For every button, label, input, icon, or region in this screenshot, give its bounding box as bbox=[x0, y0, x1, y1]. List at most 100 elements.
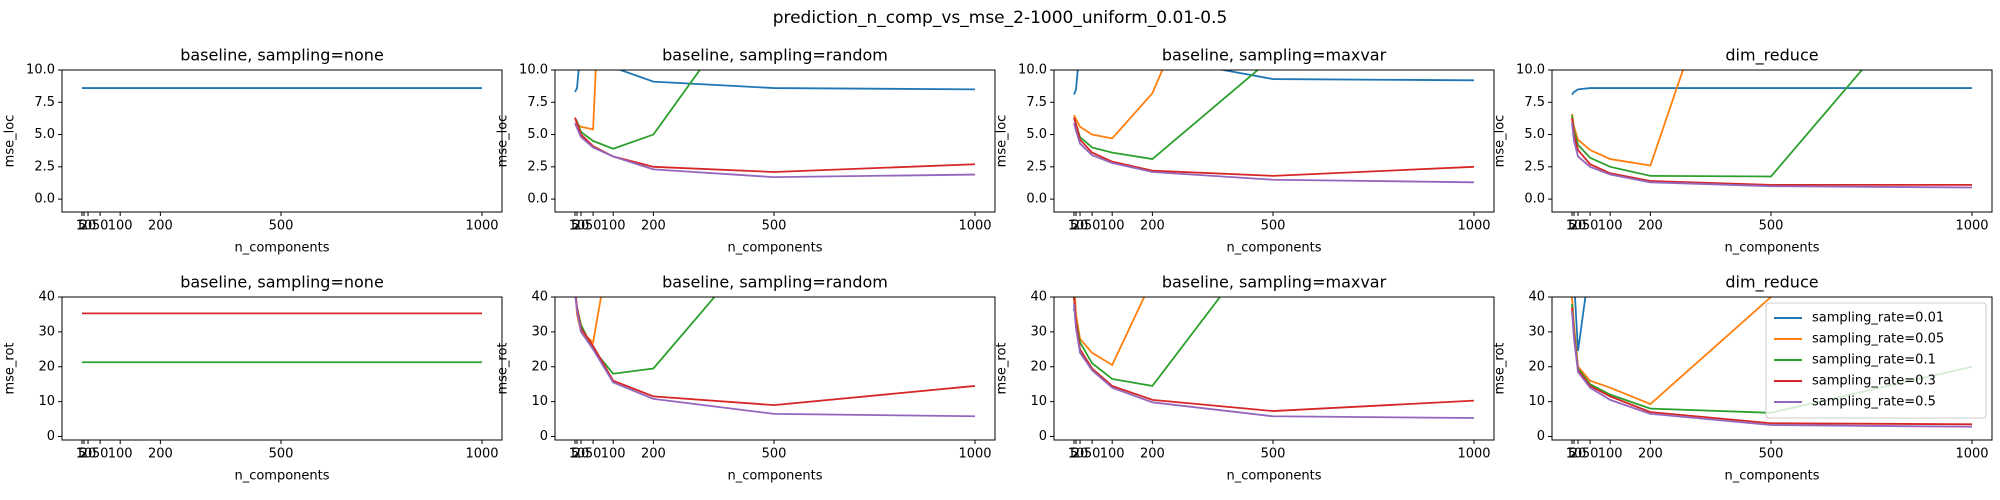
plot-area bbox=[574, 70, 976, 179]
y-tick-label: 10.0 bbox=[1018, 63, 1047, 78]
y-tick-label: 10 bbox=[531, 394, 548, 409]
x-tick-label: 5 bbox=[1070, 219, 1078, 234]
x-tick-label: 20 bbox=[1072, 219, 1089, 234]
x-axis-label: n_components bbox=[1724, 241, 1819, 256]
x-tick-label: 20 bbox=[1072, 447, 1089, 462]
y-tick-label: 30 bbox=[1528, 324, 1545, 339]
y-tick-label: 7.5 bbox=[1026, 95, 1047, 110]
subplot-title: dim_reduce bbox=[1725, 273, 1818, 293]
series-line bbox=[1073, 70, 1164, 140]
plot-area bbox=[1073, 297, 1475, 419]
x-tick-label: 200 bbox=[148, 219, 173, 234]
x-tick-label: 10 bbox=[76, 447, 93, 462]
x-tick-label: 1000 bbox=[1457, 219, 1490, 234]
y-axis-label: mse_loc bbox=[3, 115, 18, 168]
x-tick-label: 10 bbox=[1566, 219, 1583, 234]
subplot-title: baseline, sampling=random bbox=[662, 46, 888, 65]
plot-area bbox=[1073, 70, 1475, 184]
subplot-title: dim_reduce bbox=[1725, 46, 1818, 66]
series-line bbox=[575, 297, 602, 345]
x-tick-label: 1000 bbox=[1955, 447, 1988, 462]
y-tick-label: 0 bbox=[1039, 429, 1047, 444]
axes-frame bbox=[1053, 69, 1495, 213]
y-tick-label: 0 bbox=[1537, 429, 1545, 444]
y-tick-label: 0.0 bbox=[1026, 192, 1047, 207]
x-tick-label: 20 bbox=[80, 219, 97, 234]
y-tick-label: 0.0 bbox=[527, 192, 548, 207]
y-tick-label: 20 bbox=[1528, 359, 1545, 374]
y-tick-label: 30 bbox=[38, 324, 55, 339]
series-line bbox=[1073, 70, 1475, 95]
subplot-title: baseline, sampling=none bbox=[180, 46, 384, 65]
series-line bbox=[1073, 297, 1475, 412]
y-tick-label: 40 bbox=[1030, 290, 1047, 305]
y-tick-label: 7.5 bbox=[527, 95, 548, 110]
x-tick-label: 50 bbox=[1582, 219, 1599, 234]
x-tick-label: 10 bbox=[1068, 447, 1085, 462]
y-tick-label: 40 bbox=[1528, 290, 1545, 305]
y-tick-label: 7.5 bbox=[1524, 95, 1545, 110]
subplot-title: baseline, sampling=none bbox=[180, 273, 384, 292]
y-tick-label: 0 bbox=[47, 429, 55, 444]
x-tick-label: 500 bbox=[269, 447, 294, 462]
series-line bbox=[1571, 70, 1684, 167]
x-axis-label: n_components bbox=[1226, 241, 1321, 256]
x-tick-label: 200 bbox=[641, 219, 666, 234]
subplot: baseline, sampling=random n_components mse… bbox=[496, 273, 996, 484]
x-tick-label: 100 bbox=[108, 219, 133, 234]
y-tick-label: 40 bbox=[38, 290, 55, 305]
y-tick-label: 2.5 bbox=[527, 159, 548, 174]
x-tick-label: 500 bbox=[1759, 447, 1784, 462]
y-tick-label: 30 bbox=[531, 324, 548, 339]
plot-area bbox=[1571, 70, 1973, 189]
x-tick-label: 500 bbox=[1759, 219, 1784, 234]
axes-frame bbox=[1053, 296, 1495, 441]
x-axis-label: n_components bbox=[1724, 469, 1819, 484]
y-axis-label: mse_loc bbox=[995, 115, 1010, 168]
y-tick-label: 5.0 bbox=[34, 127, 55, 142]
y-tick-label: 2.5 bbox=[1524, 159, 1545, 174]
y-tick-label: 0 bbox=[540, 429, 548, 444]
plot-area bbox=[82, 312, 482, 364]
x-tick-label: 1000 bbox=[1457, 447, 1490, 462]
x-tick-label: 100 bbox=[601, 219, 626, 234]
x-tick-label: 200 bbox=[1638, 447, 1663, 462]
plot-area bbox=[1571, 297, 1973, 428]
x-tick-label: 10 bbox=[1566, 447, 1583, 462]
x-tick-label: 5 bbox=[571, 447, 579, 462]
y-tick-label: 10.0 bbox=[519, 63, 548, 78]
series-line bbox=[574, 70, 976, 93]
y-axis-label: mse_rot bbox=[995, 342, 1010, 394]
x-tick-label: 1000 bbox=[465, 219, 498, 234]
subplot-title: baseline, sampling=random bbox=[662, 273, 888, 292]
legend-label: sampling_rate=0.05 bbox=[1812, 332, 1944, 347]
subplot: baseline, sampling=maxvar n_components mse… bbox=[995, 273, 1495, 484]
legend-label: sampling_rate=0.1 bbox=[1812, 353, 1936, 368]
y-tick-label: 20 bbox=[38, 359, 55, 374]
subplot-title: baseline, sampling=maxvar bbox=[1162, 273, 1387, 292]
y-tick-label: 5.0 bbox=[527, 127, 548, 142]
y-tick-label: 5.0 bbox=[1524, 127, 1545, 142]
x-tick-label: 10 bbox=[76, 219, 93, 234]
y-axis-label: mse_loc bbox=[496, 115, 511, 168]
x-tick-label: 500 bbox=[1261, 447, 1286, 462]
y-axis-label: mse_rot bbox=[1493, 342, 1508, 394]
series-line bbox=[1073, 303, 1475, 419]
x-tick-label: 20 bbox=[1570, 447, 1587, 462]
x-tick-label: 20 bbox=[573, 219, 590, 234]
y-tick-label: 10 bbox=[38, 394, 55, 409]
y-tick-label: 20 bbox=[1030, 359, 1047, 374]
x-tick-label: 5 bbox=[78, 219, 86, 234]
x-tick-label: 50 bbox=[1582, 447, 1599, 462]
x-tick-label: 50 bbox=[92, 447, 109, 462]
y-tick-label: 10.0 bbox=[26, 63, 55, 78]
x-axis-label: n_components bbox=[234, 241, 329, 256]
y-tick-label: 0.0 bbox=[34, 192, 55, 207]
y-tick-label: 40 bbox=[531, 290, 548, 305]
x-tick-label: 100 bbox=[108, 447, 133, 462]
axes-frame bbox=[554, 296, 996, 441]
x-tick-label: 5 bbox=[1568, 219, 1576, 234]
x-tick-label: 20 bbox=[80, 447, 97, 462]
